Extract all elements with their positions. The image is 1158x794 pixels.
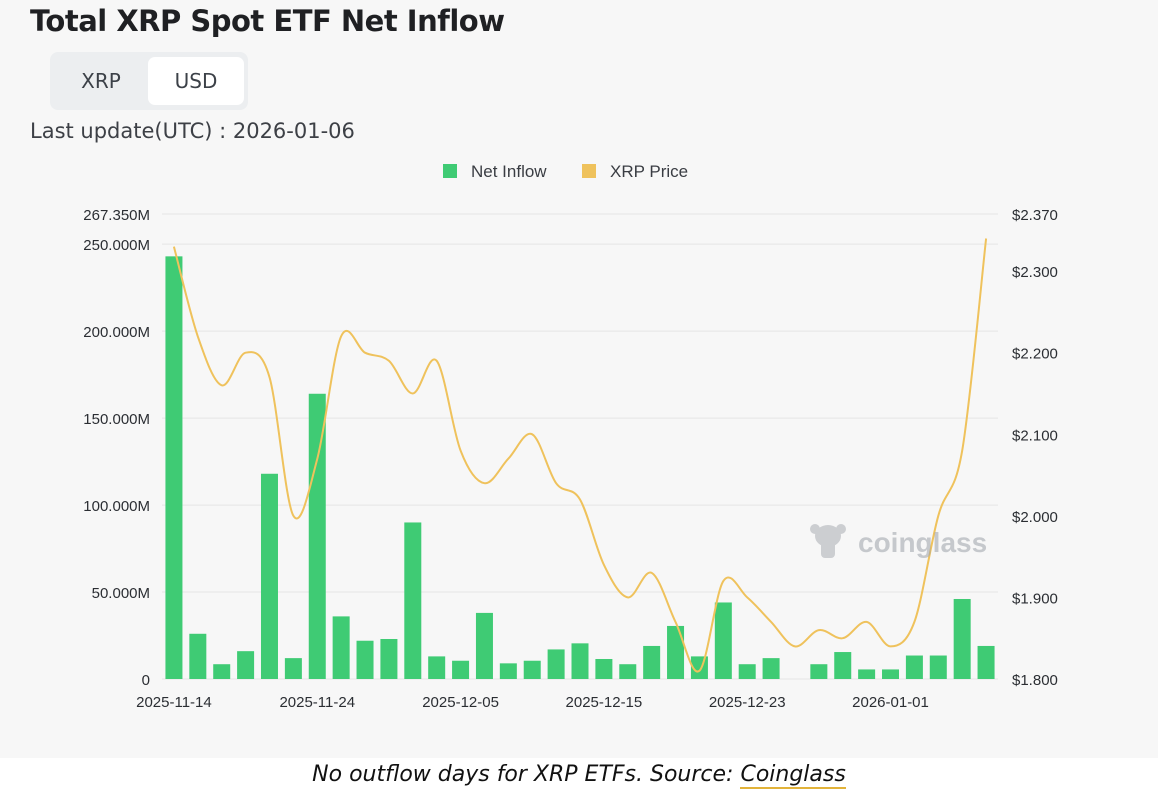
net-inflow-bar	[189, 633, 207, 679]
net-inflow-bar	[332, 616, 350, 679]
net-inflow-bar	[595, 658, 613, 679]
grid-lines	[162, 213, 998, 680]
net-inflow-bar	[308, 393, 326, 679]
right-axis-tick-label: $1.800	[1012, 672, 1058, 689]
net-inflow-bar	[571, 643, 589, 679]
legend-label: Net Inflow	[471, 162, 547, 181]
unit-toggle: XRP USD	[50, 52, 248, 110]
price-line-series	[172, 238, 988, 673]
legend-label: XRP Price	[610, 162, 688, 181]
right-axis-tick-label: $2.300	[1012, 264, 1058, 281]
axis-labels: 0 50.000M 100.000M 150.000M 200.000M 250.000M…	[83, 207, 1058, 711]
figure-caption: No outflow days for XRP ETFs. Source: Co…	[0, 762, 1158, 789]
net-inflow-bar	[523, 660, 541, 679]
x-axis-tick-label: 2025-12-15	[566, 694, 643, 711]
coinglass-logo-icon	[810, 524, 846, 558]
right-axis-tick-label: $1.900	[1012, 590, 1058, 607]
legend-swatch	[443, 164, 457, 178]
left-axis-tick-label: 150.000M	[83, 411, 150, 428]
toggle-usd-button[interactable]: USD	[148, 57, 244, 105]
x-axis-tick-label: 2026-01-01	[852, 694, 929, 711]
inflow-chart: 0 50.000M 100.000M 150.000M 200.000M 250.000M…	[83, 162, 1058, 711]
caption-text: No outflow days for XRP ETFs. Source:	[312, 762, 741, 787]
x-axis-tick-label: 2025-12-23	[709, 694, 786, 711]
left-axis-tick-label: 100.000M	[83, 498, 150, 515]
bar-series	[165, 256, 995, 679]
net-inflow-bar	[213, 664, 231, 679]
net-inflow-bar	[237, 651, 255, 679]
right-axis-tick-label: $2.000	[1012, 509, 1058, 526]
left-axis-tick-label: 200.000M	[83, 324, 150, 341]
net-inflow-bar	[260, 473, 278, 679]
net-inflow-bar	[834, 652, 852, 679]
legend-swatch	[582, 164, 596, 178]
toggle-xrp-button[interactable]: XRP	[81, 69, 121, 93]
net-inflow-bar	[428, 656, 446, 679]
net-inflow-bar	[284, 658, 302, 679]
x-axis-tick-label: 2025-12-05	[422, 694, 499, 711]
chart-panel: Total XRP Spot ETF Net Inflow XRP USD La…	[30, 4, 1058, 711]
caption-source-link[interactable]: Coinglass	[740, 762, 846, 789]
net-inflow-bar	[380, 638, 398, 679]
x-axis-tick-label: 2025-11-14	[136, 694, 212, 711]
xrp-price-line	[172, 238, 988, 673]
net-inflow-bar	[858, 669, 876, 679]
left-axis-tick-label: 0	[142, 672, 150, 689]
left-axis-tick-label: 250.000M	[83, 237, 150, 254]
net-inflow-bar	[165, 256, 183, 679]
net-inflow-bar	[929, 655, 947, 679]
net-inflow-bar	[667, 625, 685, 679]
net-inflow-bar	[643, 645, 661, 679]
net-inflow-bar	[953, 598, 971, 679]
net-inflow-bar	[905, 655, 923, 679]
net-inflow-bar	[499, 663, 517, 679]
left-axis-tick-label: 50.000M	[92, 585, 150, 602]
net-inflow-bar	[977, 645, 995, 679]
x-axis-tick-label: 2025-11-24	[279, 694, 355, 711]
right-axis-tick-label: $2.100	[1012, 427, 1058, 444]
legend: Net Inflow XRP Price	[443, 162, 688, 181]
net-inflow-bar	[714, 602, 732, 679]
watermark-text: coinglass	[858, 527, 987, 558]
coinglass-watermark: coinglass	[810, 524, 987, 558]
net-inflow-bar	[475, 612, 493, 679]
net-inflow-bar	[738, 664, 756, 679]
right-axis-tick-label: $2.370	[1012, 207, 1058, 224]
right-axis-tick-label: $2.200	[1012, 346, 1058, 363]
net-inflow-bar	[762, 658, 780, 679]
page-title: Total XRP Spot ETF Net Inflow	[30, 4, 505, 38]
net-inflow-bar	[404, 522, 422, 679]
net-inflow-bar	[619, 664, 637, 679]
net-inflow-bar	[547, 649, 565, 679]
net-inflow-bar	[882, 669, 900, 679]
net-inflow-bar	[356, 640, 374, 679]
left-axis-tick-label: 267.350M	[83, 207, 150, 224]
net-inflow-bar	[810, 664, 828, 679]
net-inflow-bar	[452, 660, 470, 679]
last-update-text: Last update(UTC) : 2026-01-06	[30, 119, 355, 143]
